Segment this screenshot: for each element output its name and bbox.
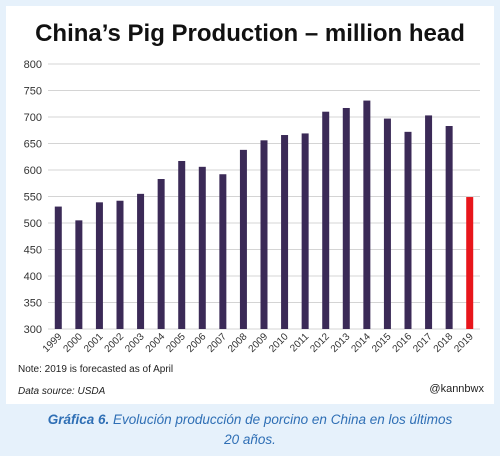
bar <box>425 115 433 329</box>
y-tick-label: 650 <box>24 139 42 151</box>
x-tick-label: 2008 <box>226 331 250 355</box>
caption-text-2: 20 años. <box>224 432 276 447</box>
x-tick-label: 2010 <box>267 331 291 355</box>
bar <box>54 206 62 329</box>
x-tick-label: 2018 <box>432 331 456 355</box>
caption-line-1: Gráfica 6. Evolución producción de porci… <box>0 410 500 430</box>
bar <box>198 166 206 329</box>
x-tick-label: 2014 <box>349 331 373 355</box>
y-tick-label: 700 <box>24 112 42 124</box>
bar <box>95 202 103 329</box>
x-tick-label: 2016 <box>391 331 415 355</box>
chart-card: China’s Pig Production – million head 30… <box>6 6 494 404</box>
x-tick-label: 2005 <box>164 331 188 355</box>
x-tick-label: 2001 <box>82 331 106 355</box>
x-tick-label: 2012 <box>308 331 332 355</box>
chart-title: China’s Pig Production – million head <box>35 20 465 47</box>
y-tick-label: 500 <box>24 218 42 230</box>
bar <box>466 197 474 329</box>
x-tick-label: 1999 <box>41 331 65 355</box>
bar <box>260 140 268 329</box>
bar <box>116 200 124 329</box>
bar <box>137 193 145 329</box>
bar <box>445 126 453 329</box>
x-tick-label: 2006 <box>185 331 209 355</box>
bar <box>383 118 391 329</box>
bar <box>178 160 186 329</box>
x-tick-label: 2007 <box>205 331 229 355</box>
bar <box>342 107 350 329</box>
bar <box>281 135 289 329</box>
y-tick-label: 350 <box>24 298 42 310</box>
y-tick-label: 600 <box>24 165 42 177</box>
y-tick-label: 450 <box>24 245 42 257</box>
x-tick-label: 2000 <box>61 331 85 355</box>
caption-text-1: Evolución producción de porcino en China… <box>109 412 453 427</box>
bar <box>404 131 412 329</box>
y-tick-label: 300 <box>24 324 42 336</box>
data-source: Data source: USDA <box>18 386 106 397</box>
bar <box>157 179 165 329</box>
y-tick-label: 800 <box>24 59 42 71</box>
bar <box>301 133 309 329</box>
chart-note: Note: 2019 is forecasted as of April <box>18 364 174 375</box>
x-tick-label: 2019 <box>452 331 476 355</box>
bar <box>363 100 371 329</box>
caption-label: Gráfica 6. <box>47 412 110 427</box>
figure-caption: Gráfica 6. Evolución producción de porci… <box>0 410 500 450</box>
x-tick-label: 2002 <box>103 331 127 355</box>
bar <box>239 149 247 329</box>
author-handle: @kannbwx <box>429 383 484 395</box>
x-tick-label: 2004 <box>144 331 168 355</box>
bar <box>322 111 330 329</box>
x-tick-label: 2003 <box>123 331 147 355</box>
x-tick-label: 2013 <box>329 331 353 355</box>
bar <box>219 174 227 329</box>
x-tick-label: 2009 <box>247 331 271 355</box>
bar <box>75 220 83 329</box>
x-tick-label: 2017 <box>411 331 435 355</box>
x-tick-label: 2015 <box>370 331 394 355</box>
x-tick-label: 2011 <box>288 331 311 354</box>
y-tick-label: 400 <box>24 271 42 283</box>
y-tick-label: 750 <box>24 86 42 98</box>
y-tick-label: 550 <box>24 192 42 204</box>
